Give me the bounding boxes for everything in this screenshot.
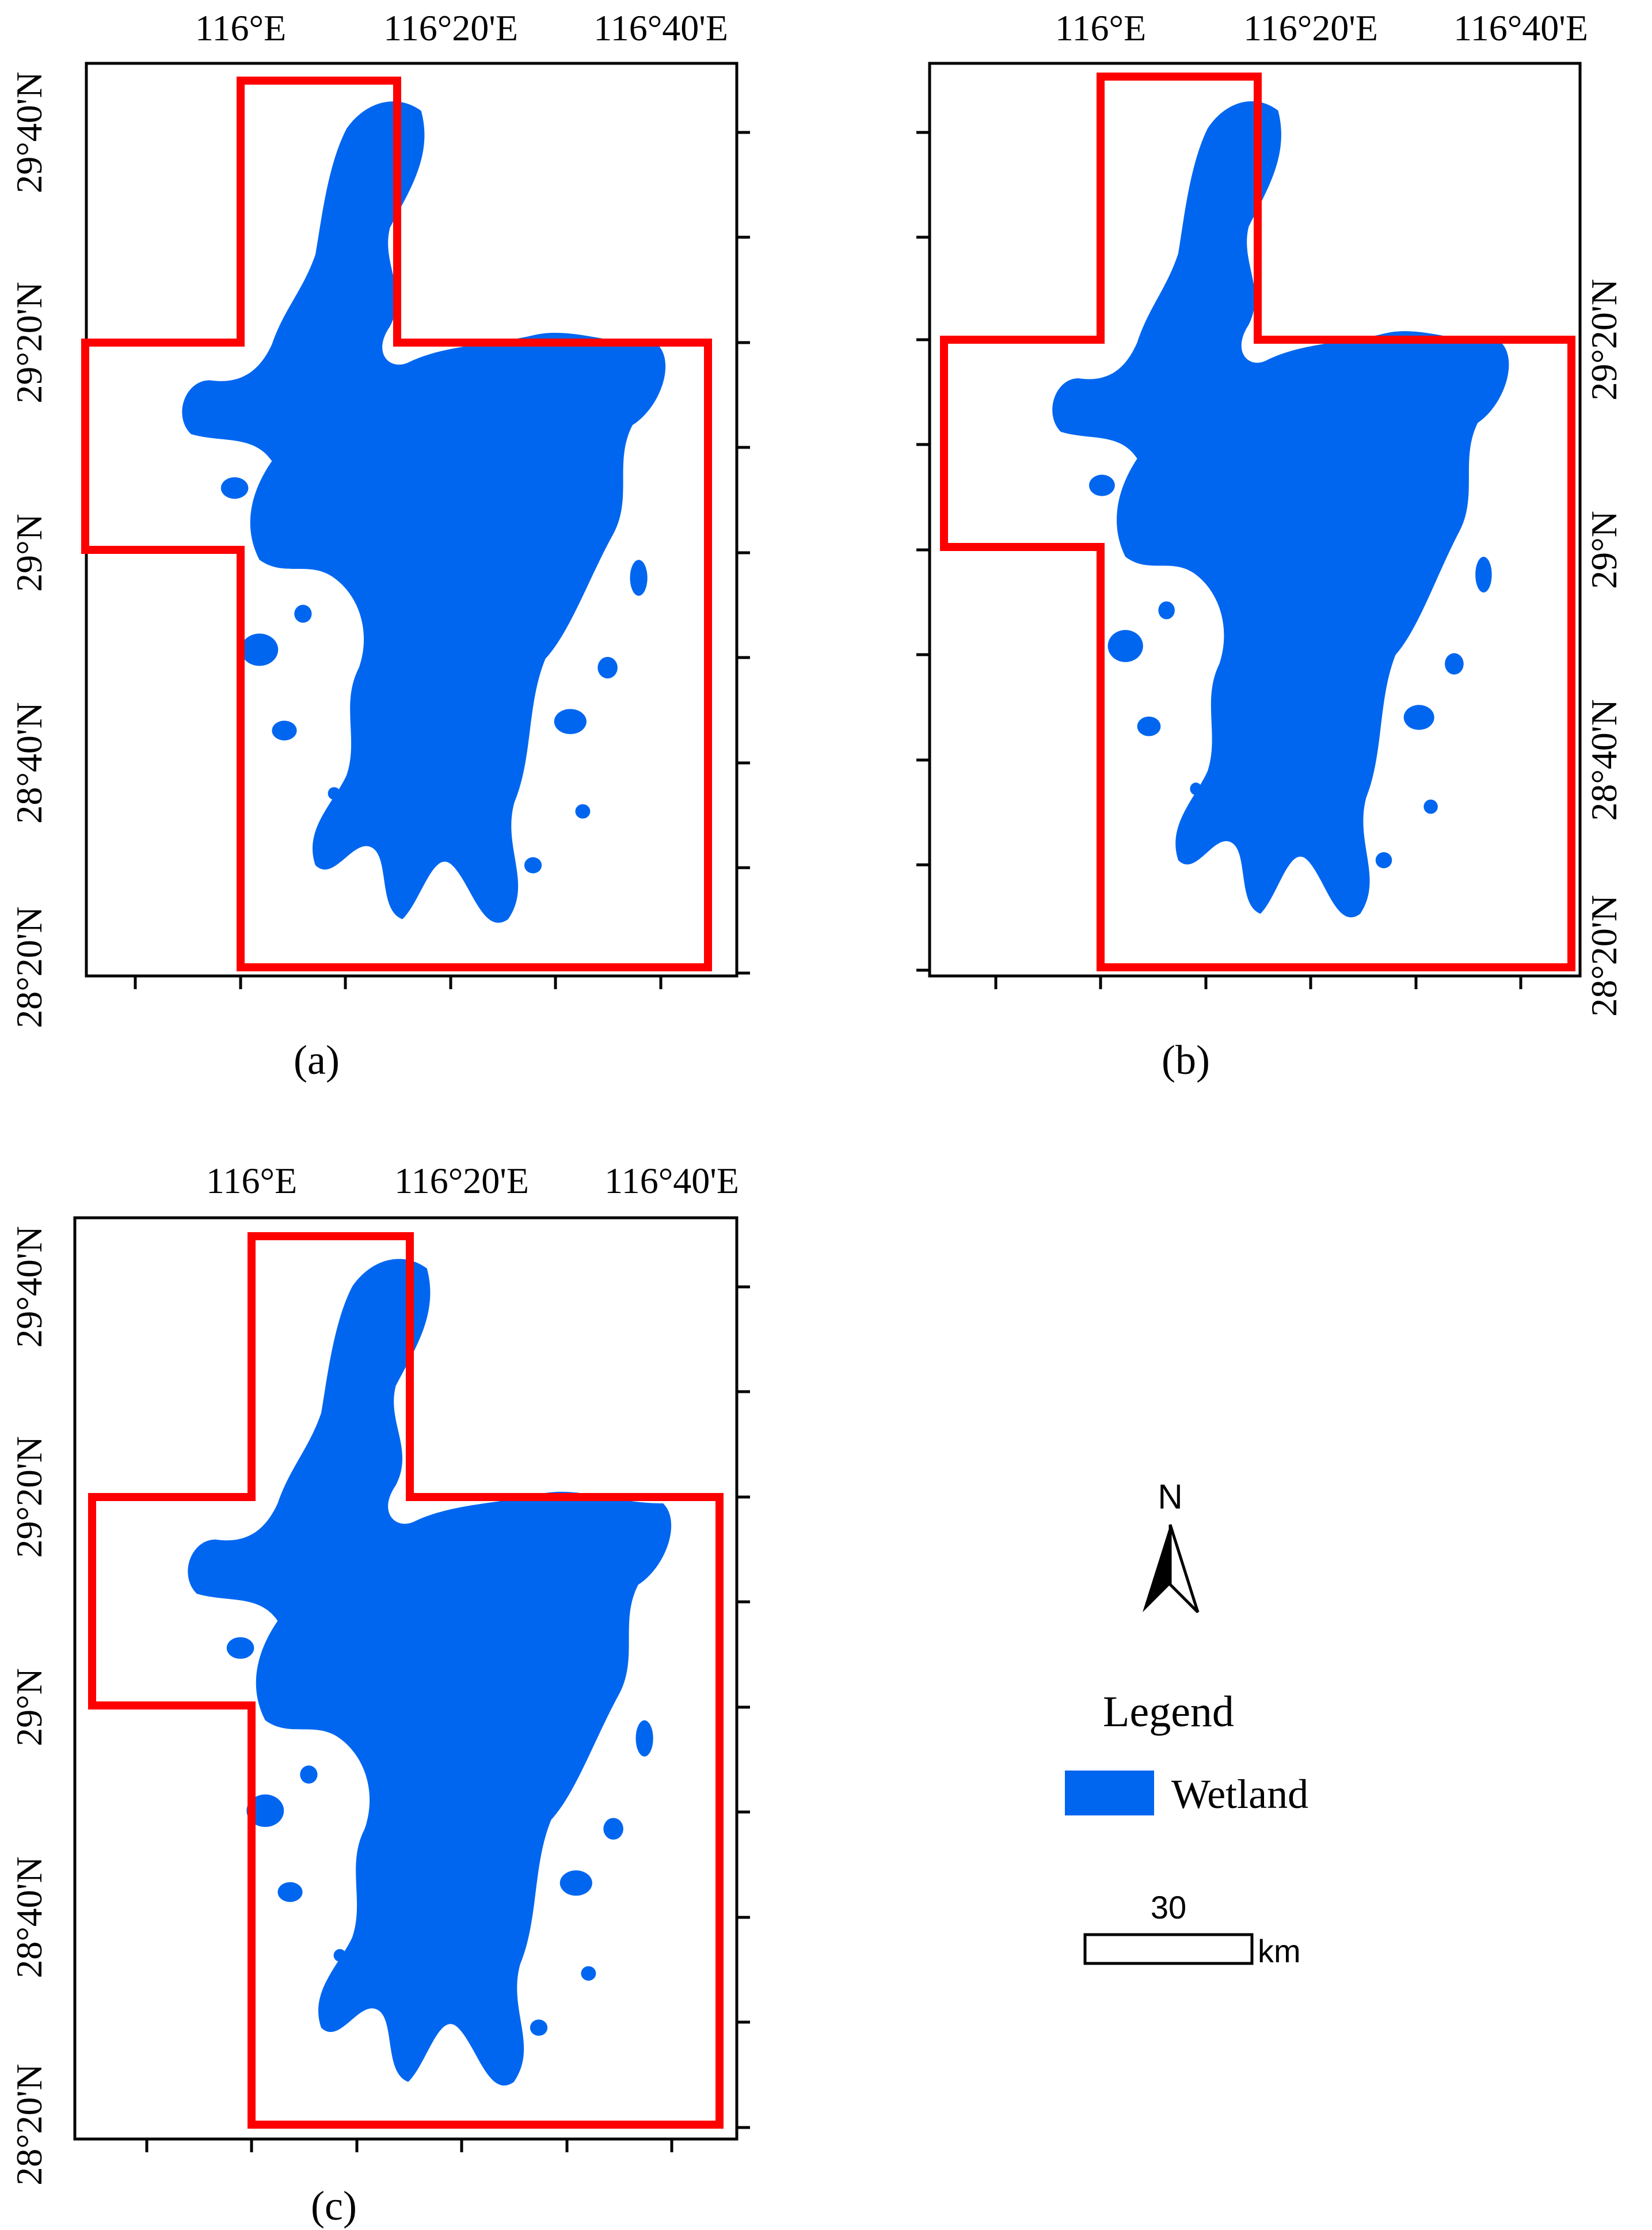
lat-label-b-3: 28°20'N [1584, 895, 1624, 1016]
lon-label-b-0: 116°E [1055, 7, 1146, 48]
scale-bar-value: 30 [1151, 1889, 1186, 1925]
lat-label-c-2: 29°N [9, 1668, 50, 1746]
north-arrow: N [1143, 1477, 1200, 1613]
map-panel-c: 116°E 116°20'E 116°40'E 29°40'N 29°20'N … [9, 1160, 750, 2229]
lat-label-a-2: 29°N [9, 514, 50, 592]
legend-swatch-wetland [1065, 1771, 1154, 1815]
map-panel-b: 116°E 116°20'E 116°40'E 29°20'N 29°N 28°… [916, 7, 1624, 1083]
axis-ticks-c [145, 1285, 750, 2152]
lon-label-b-2: 116°40'E [1453, 7, 1588, 48]
lon-label-c-2: 116°40'E [604, 1160, 739, 1201]
legend-title: Legend [1103, 1688, 1234, 1736]
scale-bar: 30 km [1083, 1889, 1301, 1969]
lat-label-a-0: 29°40'N [9, 71, 50, 193]
panel-caption-a: (a) [294, 1037, 340, 1083]
lon-label-c-1: 116°20'E [394, 1160, 529, 1201]
lat-label-c-1: 29°20'N [9, 1436, 50, 1557]
north-label: N [1158, 1477, 1182, 1516]
map-frame-c [73, 1216, 739, 2141]
lat-label-c-3: 28°40'N [9, 1856, 50, 1978]
panel-caption-b: (b) [1162, 1037, 1210, 1083]
study-area-boundary-a [81, 77, 712, 971]
lat-label-a-1: 29°20'N [9, 282, 50, 403]
study-area-boundary-b [940, 73, 1575, 971]
lon-label-a-0: 116°E [195, 7, 286, 48]
lat-label-b-0: 29°20'N [1584, 279, 1624, 400]
lat-label-a-4: 28°20'N [9, 906, 50, 1028]
lon-label-a-2: 116°40'E [593, 7, 728, 48]
axis-ticks-a [134, 131, 750, 989]
lat-label-b-2: 28°40'N [1584, 699, 1624, 820]
lon-label-a-1: 116°20'E [383, 7, 518, 48]
study-area-boundary-c [88, 1232, 724, 2129]
lat-label-c-0: 29°40'N [9, 1226, 50, 1347]
wetland-area-b [1052, 101, 1509, 918]
legend-label-wetland: Wetland [1171, 1771, 1308, 1817]
panel-caption-c: (c) [311, 2183, 357, 2229]
wetland-area-a [182, 101, 666, 923]
legend: Legend Wetland [1065, 1688, 1308, 1817]
map-panel-a: 116°E 116°20'E 116°40'E 29°40'N 29°20'N … [9, 7, 750, 1083]
scale-bar-unit: km [1258, 1933, 1301, 1969]
lat-label-c-4: 28°20'N [9, 2064, 50, 2185]
lon-label-b-1: 116°20'E [1243, 7, 1378, 48]
axis-ticks-b [916, 131, 1522, 989]
lat-label-b-1: 29°N [1584, 511, 1624, 589]
scale-bar-box [1083, 1933, 1254, 1965]
north-arrow-icon [1143, 1524, 1200, 1613]
map-frame-b [928, 62, 1582, 978]
lat-label-a-3: 28°40'N [9, 702, 50, 823]
wetland-area-c [188, 1259, 672, 2086]
lon-label-c-0: 116°E [206, 1160, 297, 1201]
